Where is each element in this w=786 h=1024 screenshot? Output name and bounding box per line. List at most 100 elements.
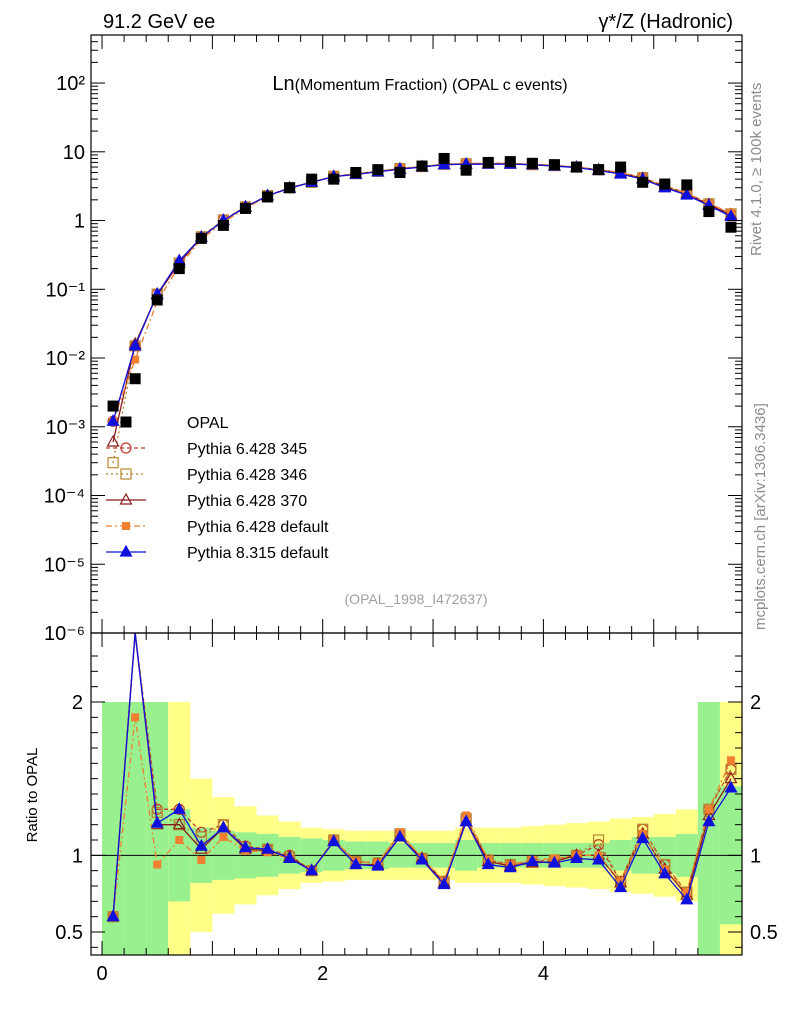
ratio-point bbox=[503, 860, 517, 873]
ratio-point bbox=[592, 834, 605, 846]
ratio-point bbox=[371, 858, 385, 871]
data-point bbox=[328, 173, 340, 185]
data-point bbox=[681, 179, 693, 191]
data-point bbox=[350, 166, 362, 178]
analysis-ref-code: (OPAL_1998_I472637) bbox=[345, 591, 488, 607]
data-point bbox=[151, 294, 163, 306]
ratio-point bbox=[216, 820, 230, 833]
ratio-tick-label-left: 2 bbox=[72, 692, 83, 714]
series-line bbox=[112, 162, 732, 422]
y-tick-label: 10⁻² bbox=[46, 348, 86, 370]
data-point bbox=[394, 166, 406, 178]
data-point bbox=[615, 161, 627, 173]
ratio-point bbox=[150, 815, 164, 828]
ratio-point bbox=[437, 877, 451, 890]
ratio-point bbox=[415, 852, 429, 865]
upper-panel-frame bbox=[90, 34, 743, 634]
legend-marker bbox=[119, 492, 133, 505]
ratio-point bbox=[305, 863, 319, 876]
mcplots-label: mcplots.cern.ch [arXiv:1306.3436] bbox=[752, 403, 769, 630]
legend-marker bbox=[122, 522, 130, 530]
ratio-tick-label-left: 0.5 bbox=[55, 922, 83, 944]
ratio-tick-label-right: 0.5 bbox=[750, 922, 778, 944]
y-tick-label: 10⁻⁶ bbox=[44, 623, 85, 645]
y-tick-label: 10⁻¹ bbox=[46, 279, 86, 301]
x-tick-label: 4 bbox=[538, 963, 549, 985]
data-point bbox=[306, 173, 318, 185]
y-tick-label: 10⁻⁴ bbox=[44, 486, 85, 508]
legend-label: Pythia 6.428 default bbox=[187, 519, 329, 536]
ratio-point bbox=[702, 814, 716, 827]
legend-entry: OPAL bbox=[120, 415, 229, 432]
legend-label: Pythia 6.428 346 bbox=[187, 467, 307, 484]
ratio-point bbox=[131, 713, 140, 722]
series-point bbox=[107, 457, 119, 469]
ratio-point bbox=[175, 836, 184, 844]
ratio-point bbox=[393, 829, 407, 842]
data-point bbox=[526, 157, 538, 169]
series-point bbox=[106, 414, 120, 426]
ratio-point bbox=[197, 855, 206, 864]
ratio-point bbox=[658, 866, 672, 879]
legend-entry: Pythia 6.428 345 bbox=[106, 441, 307, 458]
legend-marker bbox=[120, 416, 132, 428]
chart-title: Ln(Momentum Fraction) (OPAL c events) bbox=[272, 73, 567, 95]
ratio-point bbox=[172, 817, 186, 830]
data-point bbox=[372, 164, 384, 176]
ratio-series-4 bbox=[106, 632, 738, 922]
legend-entry: Pythia 6.428 default bbox=[106, 519, 329, 536]
series-4 bbox=[106, 156, 738, 426]
legend-entry: Pythia 6.428 346 bbox=[106, 467, 307, 484]
x-tick-label: 0 bbox=[96, 963, 107, 985]
data-point bbox=[262, 191, 274, 203]
ratio-series-group bbox=[106, 632, 738, 923]
ratio-tick-label-right: 1 bbox=[750, 845, 761, 867]
legend-entry: Pythia 8.315 default bbox=[106, 544, 329, 562]
data-point bbox=[460, 164, 472, 176]
series-line bbox=[112, 163, 732, 443]
lower-panel-frame bbox=[90, 632, 743, 956]
legend-label: Pythia 6.428 345 bbox=[187, 441, 307, 458]
y-tick-label: 10⁻³ bbox=[46, 417, 86, 439]
series-3 bbox=[109, 159, 735, 426]
ratio-point bbox=[725, 763, 737, 776]
legend-label: Pythia 8.315 default bbox=[187, 545, 329, 562]
upper-series-group bbox=[106, 152, 738, 469]
data-point bbox=[284, 182, 296, 194]
legend-label: OPAL bbox=[187, 415, 229, 432]
data-point bbox=[703, 206, 715, 218]
data-point bbox=[173, 263, 185, 275]
y-tick-label: 10² bbox=[56, 73, 85, 95]
ratio-point bbox=[106, 909, 120, 922]
ratio-point bbox=[481, 857, 495, 870]
header-right: γ*/Z (Hadronic) bbox=[599, 11, 733, 33]
series-point bbox=[131, 355, 140, 364]
ratio-point bbox=[636, 831, 650, 844]
ratio-point bbox=[569, 851, 584, 864]
ratio-point bbox=[194, 838, 208, 851]
green-band-bin bbox=[124, 702, 147, 955]
legend-entry: Pythia 6.428 370 bbox=[106, 492, 307, 510]
axes-ticks-group: 10² 10 1 10⁻¹ 10⁻² 10⁻³ 10⁻⁴ 10⁻⁵ 10⁻⁶ 0.5 0.5 1 1 2 2… bbox=[44, 34, 778, 985]
data-point bbox=[438, 152, 450, 164]
y-tick-label: 10⁻⁵ bbox=[44, 554, 85, 576]
ratio-point bbox=[327, 834, 341, 847]
ratio-point bbox=[724, 780, 738, 793]
data-point bbox=[195, 232, 207, 244]
ratio-point bbox=[349, 857, 363, 870]
legend: OPAL Pythia 6.428 345 Pythia 6.428 346 Pyth… bbox=[106, 415, 329, 562]
y-tick-label: 1 bbox=[74, 211, 85, 233]
data-point bbox=[239, 202, 251, 214]
chart-title-main: Ln bbox=[272, 73, 294, 95]
ratio-tick-label-left: 1 bbox=[72, 845, 83, 867]
data-point bbox=[725, 221, 737, 233]
green-band-bin bbox=[697, 702, 720, 955]
series-line bbox=[112, 162, 732, 422]
ratio-point bbox=[172, 802, 186, 814]
ratio-point bbox=[459, 814, 473, 827]
ratio-point bbox=[525, 854, 539, 867]
ratio-point bbox=[704, 805, 713, 814]
chart-title-sub: (Momentum Fraction) (OPAL c events) bbox=[295, 77, 568, 94]
data-point bbox=[548, 159, 560, 171]
